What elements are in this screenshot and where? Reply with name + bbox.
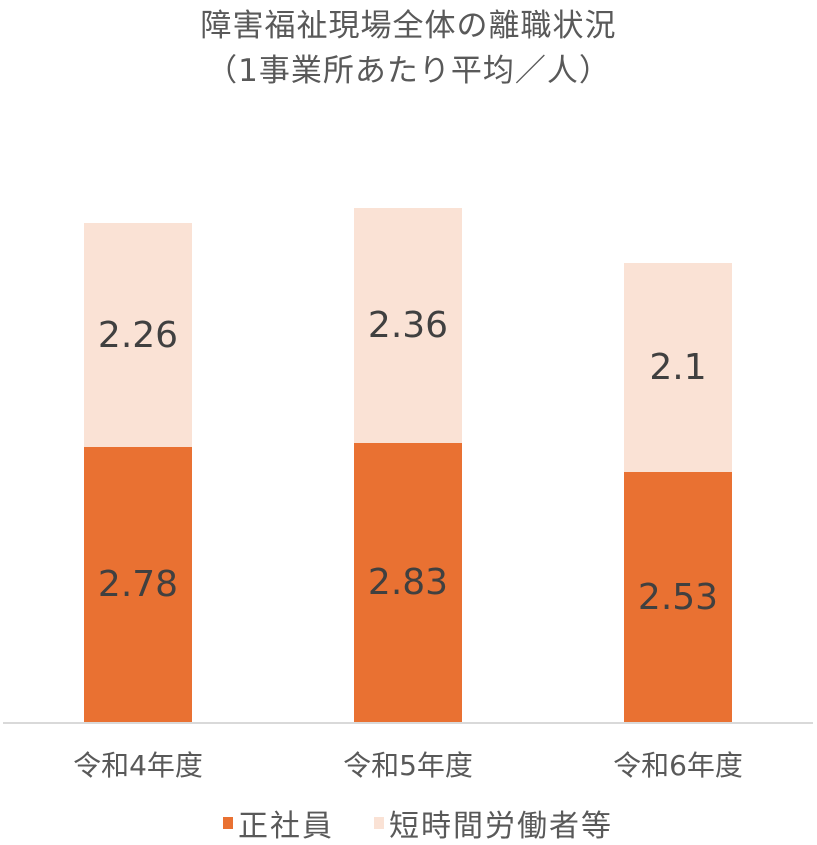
data-label: 2.36 — [367, 305, 449, 346]
legend: 正社員 短時間労働者等 — [0, 805, 817, 844]
legend-item-full-time: 正社員 — [223, 805, 334, 844]
data-label: 2.1 — [649, 347, 707, 388]
chart-subtitle: （1事業所あたり平均／人） — [206, 53, 611, 89]
bar-full-time-r5: 2.83 — [354, 443, 462, 722]
legend-label: 正社員 — [238, 808, 334, 844]
data-label: 2.26 — [97, 314, 179, 356]
bar-part-time-r4: 2.26 — [84, 223, 192, 447]
data-label: 2.78 — [97, 564, 179, 605]
chart-title: 障害福祉現場全体の離職状況 — [200, 8, 617, 44]
data-label: 2.53 — [637, 576, 719, 618]
bar-part-time-r6: 2.1 — [624, 263, 732, 472]
legend-label: 短時間労働者等 — [389, 808, 613, 844]
x-tick-label: 令和5年度 — [343, 749, 473, 782]
x-axis-line — [3, 722, 813, 724]
x-tick-label: 令和4年度 — [73, 749, 203, 782]
legend-swatch-icon — [223, 816, 233, 829]
bar-full-time-r6: 2.53 — [624, 472, 732, 722]
data-label: 2.83 — [367, 562, 449, 603]
x-tick-label: 令和6年度 — [613, 749, 743, 782]
bar-part-time-r5: 2.36 — [354, 208, 462, 443]
legend-swatch-icon — [374, 816, 384, 829]
bar-full-time-r4: 2.78 — [84, 447, 192, 722]
legend-item-part-time: 短時間労働者等 — [374, 805, 613, 844]
